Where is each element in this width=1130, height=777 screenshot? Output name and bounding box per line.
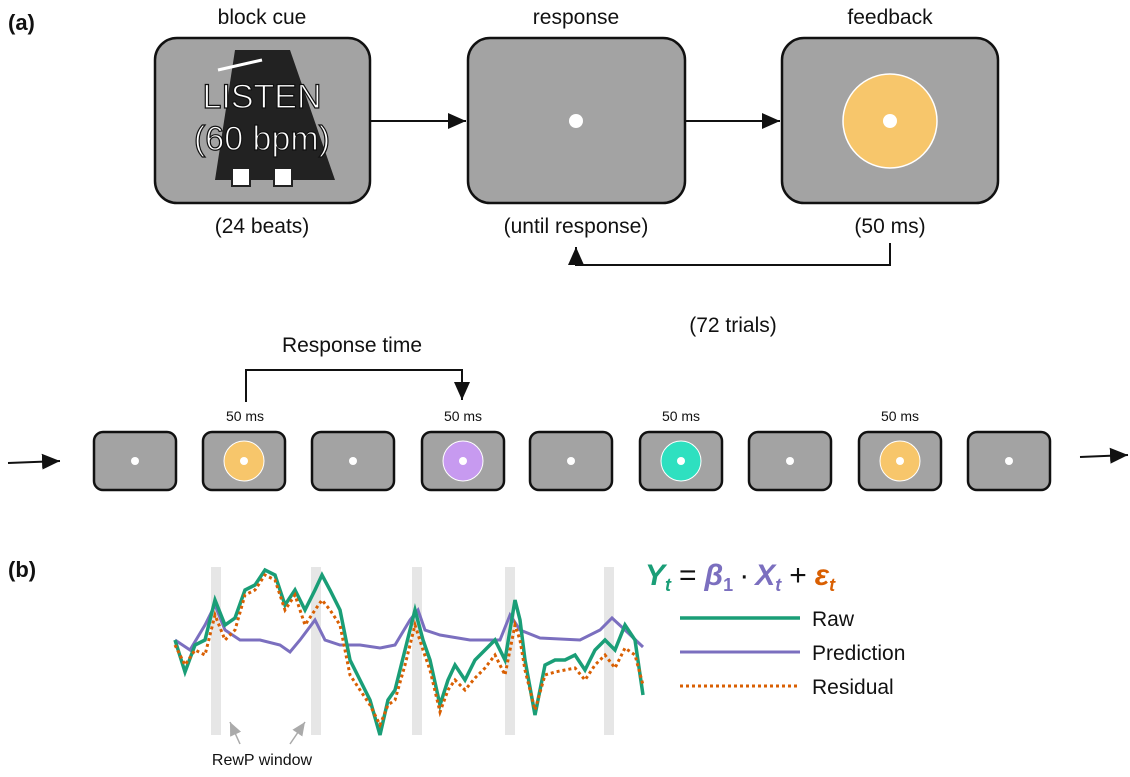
eq-sub: t: [829, 575, 836, 595]
eq-sub: t: [775, 575, 782, 595]
bracket: [246, 370, 462, 402]
eq-term: ε: [815, 559, 830, 592]
arrow: [8, 461, 60, 463]
bracket-label: Response time: [282, 334, 422, 357]
figure: (a) block cue response feedback LISTEN (…: [0, 0, 1130, 772]
pointer: [230, 722, 240, 744]
residual-trace: [175, 575, 643, 725]
duration: (until response): [504, 215, 649, 238]
loop-label: (72 trials): [689, 314, 777, 337]
eq-term: β: [704, 559, 724, 592]
legend-label: Raw: [812, 608, 855, 631]
eq-op: =: [679, 559, 697, 592]
fixation-dot: [569, 114, 583, 128]
feedback-duration: 50 ms: [444, 408, 482, 424]
legend-label: Prediction: [812, 642, 905, 665]
step-title: feedback: [847, 6, 933, 29]
loop-arrow: [576, 243, 890, 265]
timeline-screens: [94, 432, 1050, 490]
step-title: block cue: [218, 6, 307, 29]
step-title: response: [533, 6, 619, 29]
legend-label: Residual: [812, 676, 894, 699]
cue-text: LISTEN: [202, 78, 321, 116]
equation: Yt=β1·Xt+εt: [645, 559, 836, 595]
eq-op: +: [789, 559, 807, 592]
eq-op: ·: [739, 559, 749, 592]
feedback-duration: 50 ms: [226, 408, 264, 424]
cue-text: (60 bpm): [194, 120, 330, 158]
eq-term: X: [753, 559, 777, 592]
rewp-windows: [211, 567, 614, 735]
arrow: [1080, 455, 1128, 457]
panel-label: (a): [8, 10, 35, 35]
window-label: RewP window: [212, 752, 313, 769]
pointer: [290, 722, 305, 744]
eq-sub: t: [665, 575, 672, 595]
eq-sub: 1: [723, 575, 733, 595]
duration: (24 beats): [215, 215, 310, 238]
panel-label: (b): [8, 557, 36, 582]
duration: (50 ms): [854, 215, 925, 238]
feedback-duration: 50 ms: [662, 408, 700, 424]
feedback-duration: 50 ms: [881, 408, 919, 424]
fixation-dot: [883, 114, 897, 128]
